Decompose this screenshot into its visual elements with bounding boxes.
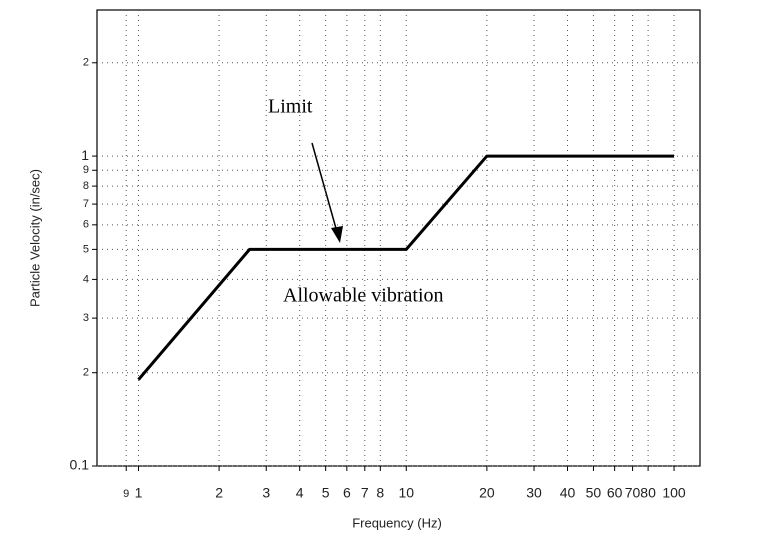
plot-frame [96, 9, 701, 467]
y-tick-label: 4 [83, 273, 89, 285]
y-tick-label: 1 [81, 147, 89, 163]
y-tick-label: 6 [83, 219, 89, 231]
x-tick-label: 30 [526, 485, 542, 501]
data-line [137, 154, 675, 381]
arrow-head [331, 226, 343, 243]
y-tick-label: 3 [83, 312, 89, 324]
x-tick-label: 4 [296, 485, 304, 501]
y-axis-label: Particle Velocity (in/sec) [27, 169, 42, 307]
y-tick-label: 8 [83, 180, 89, 192]
x-tick-label: 70 [625, 485, 641, 501]
y-tick-label: 9 [83, 164, 89, 176]
x-tick-label: 100 [662, 485, 686, 501]
arrow-line [311, 142, 338, 233]
y-tick-label: 0.1 [70, 457, 90, 473]
annotation: Allowable vibration [283, 285, 444, 307]
x-tick-label: 6 [343, 485, 351, 501]
x-tick-label: 1 [135, 485, 143, 501]
x-tick-label: 10 [398, 485, 414, 501]
x-tick-label: 7 [361, 485, 369, 501]
x-tick-label: 2 [215, 485, 223, 501]
y-tick-label: 2 [83, 367, 89, 379]
y-tick-label: 5 [83, 243, 89, 255]
x-tick-label: 3 [262, 485, 270, 501]
x-tick-label: 50 [586, 485, 602, 501]
annotation: Limit [268, 96, 313, 118]
y-tick-label: 2 [83, 57, 89, 69]
x-tick-label: 40 [560, 485, 576, 501]
y-tick-label: 7 [83, 198, 89, 210]
x-tick-label: 5 [322, 485, 330, 501]
x-tick-label: 60 [607, 485, 623, 501]
x-tick-label: 20 [479, 485, 495, 501]
x-tick-label: 8 [376, 485, 384, 501]
x-tick-label: 9 [123, 488, 129, 500]
x-tick-label: 80 [640, 485, 656, 501]
x-axis-label: Frequency (Hz) [352, 515, 442, 530]
